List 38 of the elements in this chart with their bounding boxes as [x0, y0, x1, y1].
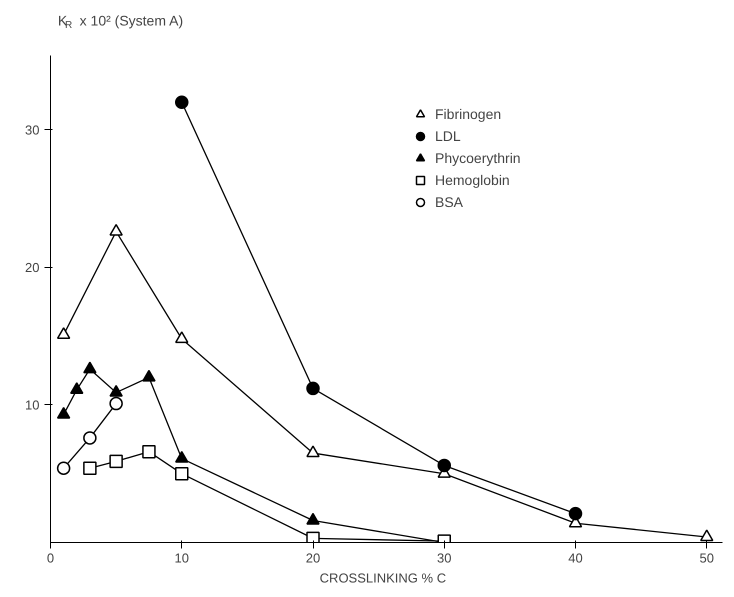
y-tick-label: 30	[25, 122, 40, 138]
point	[175, 466, 188, 480]
point	[109, 224, 123, 236]
point	[175, 450, 188, 463]
point	[700, 529, 714, 542]
point	[83, 461, 97, 475]
legend-label: BSA	[435, 194, 464, 210]
x-tick-label: 10	[174, 550, 189, 566]
point	[175, 331, 188, 344]
legend-label: Hemoglobin	[435, 172, 510, 188]
point	[306, 512, 320, 525]
x-tick-label: 0	[46, 550, 54, 566]
x-tick-label: 20	[306, 550, 320, 566]
point	[56, 406, 70, 419]
point	[83, 431, 97, 445]
x-tick-label: 30	[437, 550, 452, 566]
point	[142, 370, 156, 382]
point	[306, 382, 320, 396]
point	[83, 361, 97, 374]
point	[56, 461, 70, 475]
x-axis-title: CROSSLINKING % C	[320, 570, 446, 586]
legend-label: Phycoerythrin	[435, 150, 521, 166]
point	[142, 444, 156, 458]
point	[70, 382, 84, 394]
y-tick-label: 20	[25, 260, 40, 275]
point	[109, 454, 123, 468]
point	[438, 458, 451, 472]
x-tick-label: 40	[568, 550, 583, 566]
point	[568, 506, 582, 520]
legend-label: Fibrinogen	[435, 106, 502, 122]
legend-label: LDL	[435, 128, 461, 144]
y-tick-label: 10	[25, 397, 40, 412]
point	[306, 445, 320, 458]
x-tick-label: 50	[700, 550, 714, 566]
point	[306, 532, 320, 542]
point	[109, 384, 123, 397]
point	[56, 327, 70, 339]
point	[109, 396, 123, 410]
